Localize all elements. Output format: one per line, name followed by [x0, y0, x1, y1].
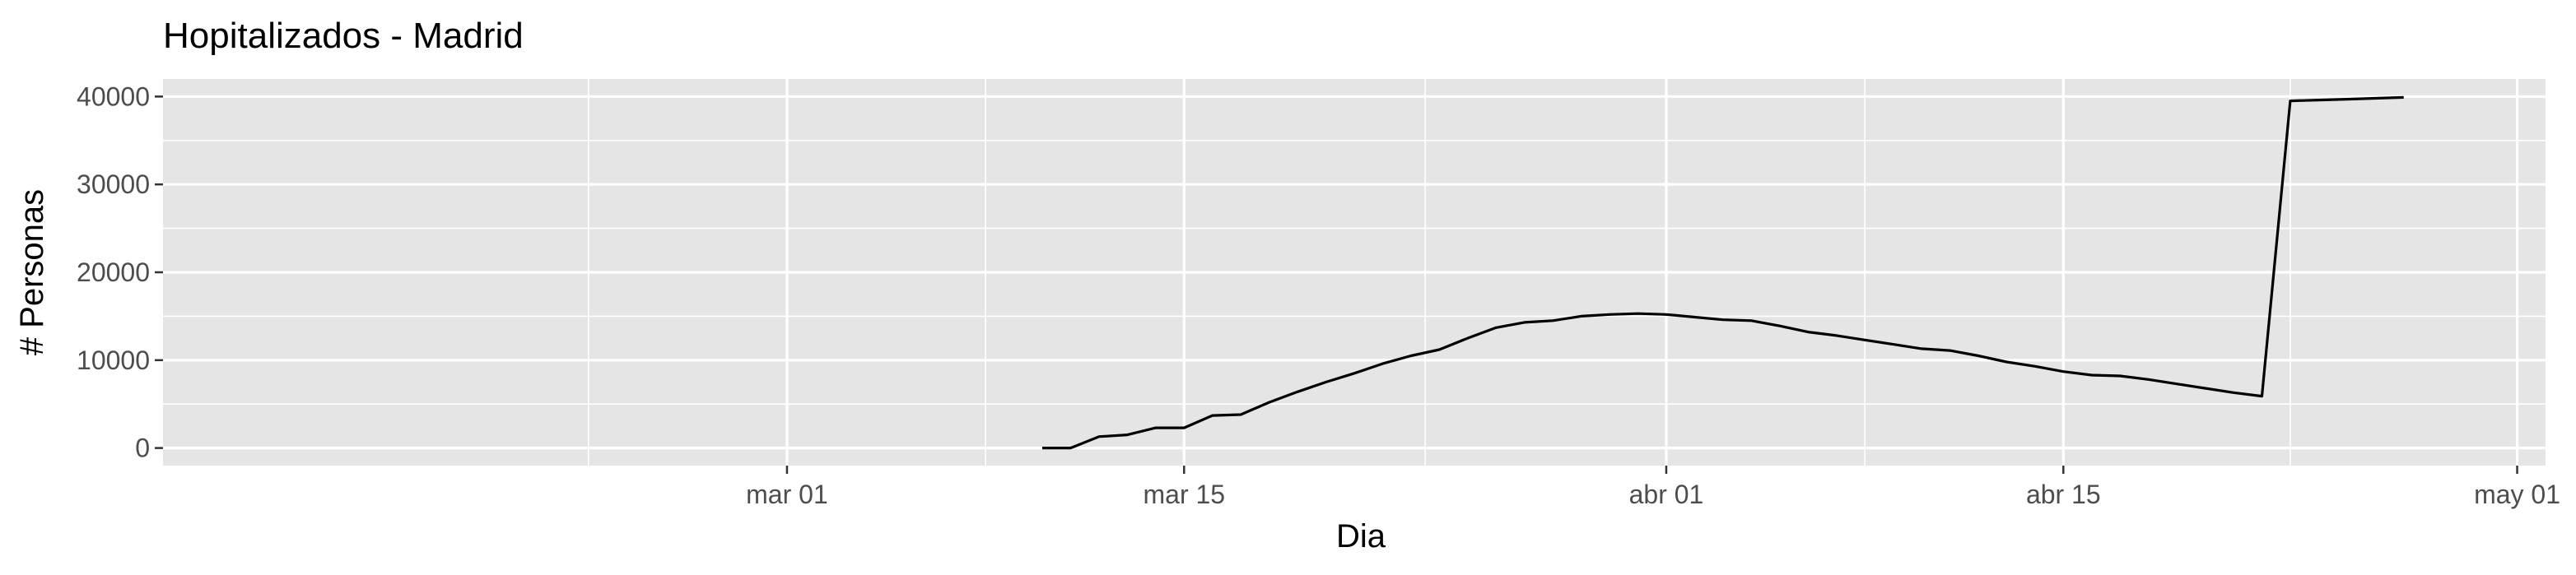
series-line	[1042, 95, 2404, 450]
y-axis-title: # Personas	[14, 189, 50, 355]
x-tick-label: abr 01	[1629, 480, 1704, 509]
y-tick-label: 10000	[77, 345, 150, 375]
x-tick-label: abr 15	[2026, 480, 2101, 509]
y-tick-label: 20000	[77, 257, 150, 287]
y-tick-label: 30000	[77, 169, 150, 199]
minor-gridlines	[163, 79, 2546, 466]
x-axis-title: Dia	[1336, 518, 1386, 554]
major-gridlines	[163, 79, 2546, 466]
y-tick-label: 0	[135, 434, 150, 463]
x-tick-label: may 01	[2474, 480, 2560, 509]
x-tick-label: mar 01	[746, 480, 828, 509]
chart-title: Hopitalizados - Madrid	[163, 16, 524, 56]
y-tick-label: 40000	[77, 81, 150, 111]
y-axis: 0 10000 20000 30000 40000	[77, 81, 163, 463]
x-tick-label: mar 15	[1143, 480, 1225, 509]
x-axis: mar 01 mar 15 abr 01 abr 15 may 01	[746, 466, 2560, 509]
